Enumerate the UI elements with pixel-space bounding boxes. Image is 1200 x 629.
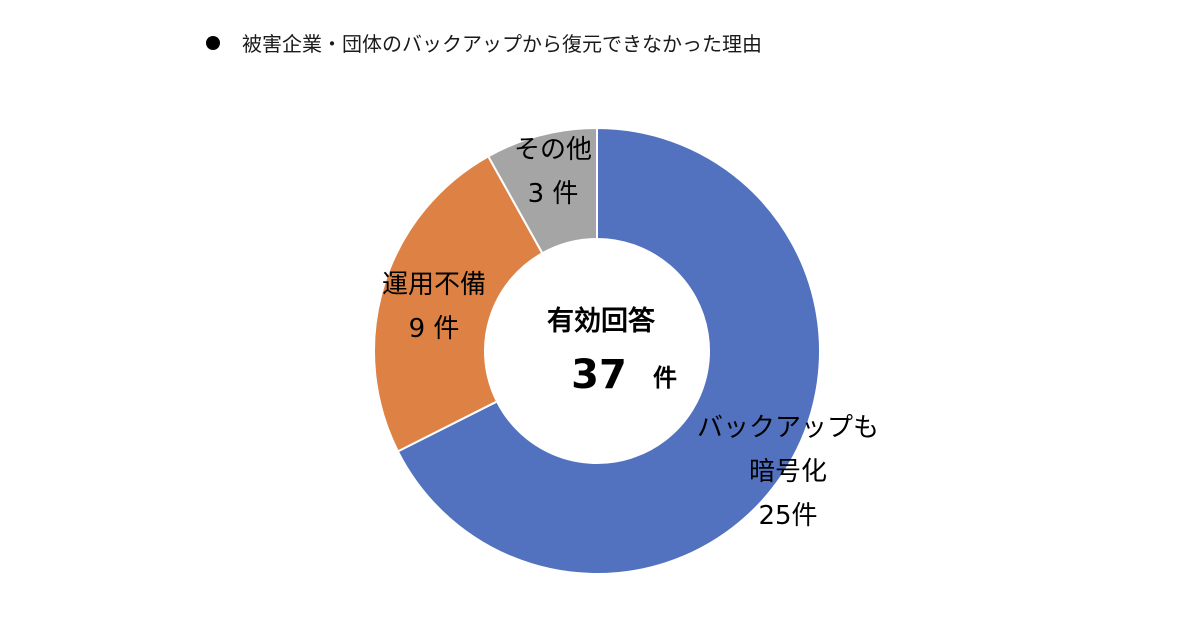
slice-name-label: バックアップも — [697, 413, 879, 443]
slice-value-label: 9 件 — [409, 314, 460, 344]
bullet-icon — [206, 36, 220, 50]
donut-slice — [396, 126, 821, 575]
slice-value-label: 25件 — [758, 501, 817, 531]
center-label-title: 有効回答 — [547, 305, 656, 337]
chart-title: 被害企業・団体のバックアップから復元できなかった理由 — [206, 28, 762, 57]
slice-name-label: 運用不備 — [382, 270, 486, 300]
donut-center: 有効回答 37 件 — [547, 305, 677, 398]
slice-name-label: 暗号化 — [749, 457, 827, 487]
center-label-number: 37 — [571, 352, 627, 398]
donut-slice — [486, 126, 598, 255]
chart-title-text: 被害企業・団体のバックアップから復元できなかった理由 — [242, 32, 762, 56]
donut-slices — [373, 126, 821, 575]
slice-value-label: 3 件 — [528, 179, 579, 209]
donut-slice — [373, 154, 544, 453]
slice-name-label: その他 — [514, 135, 592, 165]
center-label-unit: 件 — [653, 364, 677, 392]
